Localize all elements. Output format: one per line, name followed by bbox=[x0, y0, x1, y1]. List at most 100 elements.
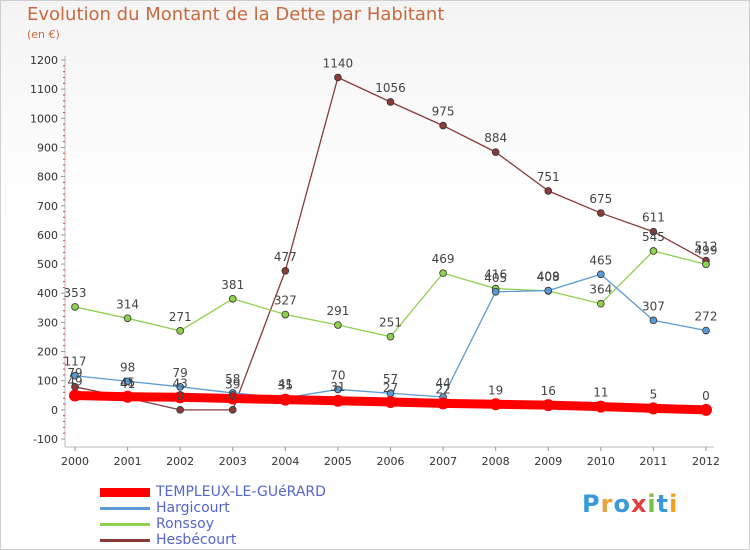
legend-swatch bbox=[100, 539, 150, 542]
series-point bbox=[334, 73, 342, 82]
data-label: 327 bbox=[274, 294, 297, 308]
y-tick-label: 0 bbox=[51, 404, 58, 417]
data-label: 409 bbox=[537, 270, 560, 284]
series-point bbox=[228, 294, 237, 303]
series-point bbox=[331, 394, 344, 407]
series-point bbox=[384, 395, 397, 408]
data-label: 405 bbox=[484, 271, 507, 285]
y-tick-label: 100 bbox=[37, 375, 58, 388]
series-point bbox=[226, 392, 239, 405]
series-point bbox=[597, 299, 605, 308]
y-tick-label: 1000 bbox=[30, 112, 58, 125]
data-label: 477 bbox=[274, 250, 297, 264]
series-point bbox=[700, 403, 712, 416]
y-tick-label: -100 bbox=[33, 433, 58, 446]
series-point bbox=[71, 371, 79, 380]
x-tick-label: 2006 bbox=[377, 455, 405, 468]
series-point bbox=[597, 209, 605, 217]
data-label: 70 bbox=[330, 368, 345, 382]
x-tick-label: 2005 bbox=[324, 455, 352, 468]
series-point bbox=[491, 148, 500, 156]
series-point bbox=[386, 332, 395, 341]
series-point bbox=[647, 402, 660, 415]
x-tick-label: 2012 bbox=[692, 455, 720, 468]
data-label: 272 bbox=[695, 310, 718, 324]
legend-label: Hargicourt bbox=[156, 500, 230, 516]
data-label: 5 bbox=[650, 387, 658, 401]
data-label: 499 bbox=[695, 243, 718, 257]
series-point bbox=[649, 316, 658, 325]
series-point bbox=[176, 327, 184, 335]
data-label: 381 bbox=[221, 278, 244, 292]
series-point bbox=[649, 247, 658, 255]
x-tick-label: 2003 bbox=[219, 455, 247, 468]
data-label: 291 bbox=[326, 304, 349, 318]
series-point bbox=[69, 389, 81, 402]
x-tick-label: 2008 bbox=[482, 455, 510, 468]
series-point bbox=[281, 310, 290, 319]
data-label: 11 bbox=[593, 386, 608, 400]
y-tick-label: 400 bbox=[37, 287, 58, 300]
series-point bbox=[279, 393, 292, 406]
data-label: 27 bbox=[383, 381, 398, 395]
data-label: 465 bbox=[589, 253, 612, 267]
y-tick-label: 200 bbox=[37, 346, 58, 359]
data-label: 58 bbox=[225, 372, 240, 386]
legend-label: Ronssoy bbox=[156, 516, 214, 532]
data-label: 16 bbox=[541, 384, 556, 398]
legend-label: TEMPLEUX-LE-GUéRARD bbox=[156, 484, 326, 500]
series-point bbox=[649, 227, 658, 236]
y-tick-label: 1100 bbox=[30, 83, 58, 96]
series-point bbox=[123, 377, 132, 386]
x-tick-label: 2000 bbox=[61, 455, 89, 468]
data-label: 353 bbox=[64, 286, 87, 300]
data-label: 611 bbox=[642, 211, 665, 225]
data-label: 31 bbox=[330, 380, 345, 394]
data-label: 49 bbox=[67, 375, 82, 389]
data-label: 416 bbox=[484, 268, 507, 282]
legend-swatch bbox=[100, 523, 150, 526]
y-tick-label: 800 bbox=[37, 171, 58, 184]
data-label: 675 bbox=[589, 192, 612, 206]
series-point bbox=[439, 269, 447, 277]
series-point bbox=[386, 98, 395, 106]
data-label: 1140 bbox=[323, 56, 354, 70]
chart-subtitle: (en €) bbox=[27, 28, 60, 41]
series-line-3 bbox=[74, 76, 707, 411]
data-label: 271 bbox=[169, 310, 192, 324]
data-label: 0 bbox=[229, 389, 237, 403]
data-label: 251 bbox=[379, 316, 402, 330]
data-label: 98 bbox=[120, 360, 135, 374]
data-label: 79 bbox=[67, 366, 82, 380]
data-label: 884 bbox=[484, 131, 507, 145]
series-point bbox=[439, 121, 447, 130]
data-label: 45 bbox=[120, 376, 135, 390]
data-label: 0 bbox=[702, 389, 710, 403]
y-tick-label: 300 bbox=[37, 316, 58, 329]
series-point bbox=[121, 390, 134, 403]
x-tick-label: 2011 bbox=[639, 455, 667, 468]
series-point bbox=[489, 398, 502, 411]
y-tick-label: 600 bbox=[37, 229, 58, 242]
series-point bbox=[334, 321, 342, 329]
data-label: 408 bbox=[537, 270, 560, 284]
series-point bbox=[176, 406, 184, 414]
data-label: 57 bbox=[383, 372, 398, 386]
data-label: 364 bbox=[589, 283, 612, 297]
legend-swatch bbox=[100, 488, 150, 497]
x-tick-label: 2007 bbox=[429, 455, 457, 468]
data-label: 307 bbox=[642, 299, 665, 313]
chart-title: Evolution du Montant de la Dette par Hab… bbox=[27, 4, 445, 25]
data-label: 39 bbox=[225, 377, 240, 391]
series-point bbox=[544, 187, 553, 195]
series-point bbox=[542, 399, 555, 412]
data-label: 44 bbox=[435, 376, 450, 390]
series-point bbox=[702, 260, 710, 269]
data-label: 0 bbox=[176, 389, 184, 403]
series-point bbox=[71, 303, 79, 311]
data-label: 469 bbox=[432, 252, 455, 266]
y-tick-label: 700 bbox=[37, 200, 58, 213]
data-label: 545 bbox=[642, 230, 665, 244]
data-label: 22 bbox=[435, 382, 450, 396]
